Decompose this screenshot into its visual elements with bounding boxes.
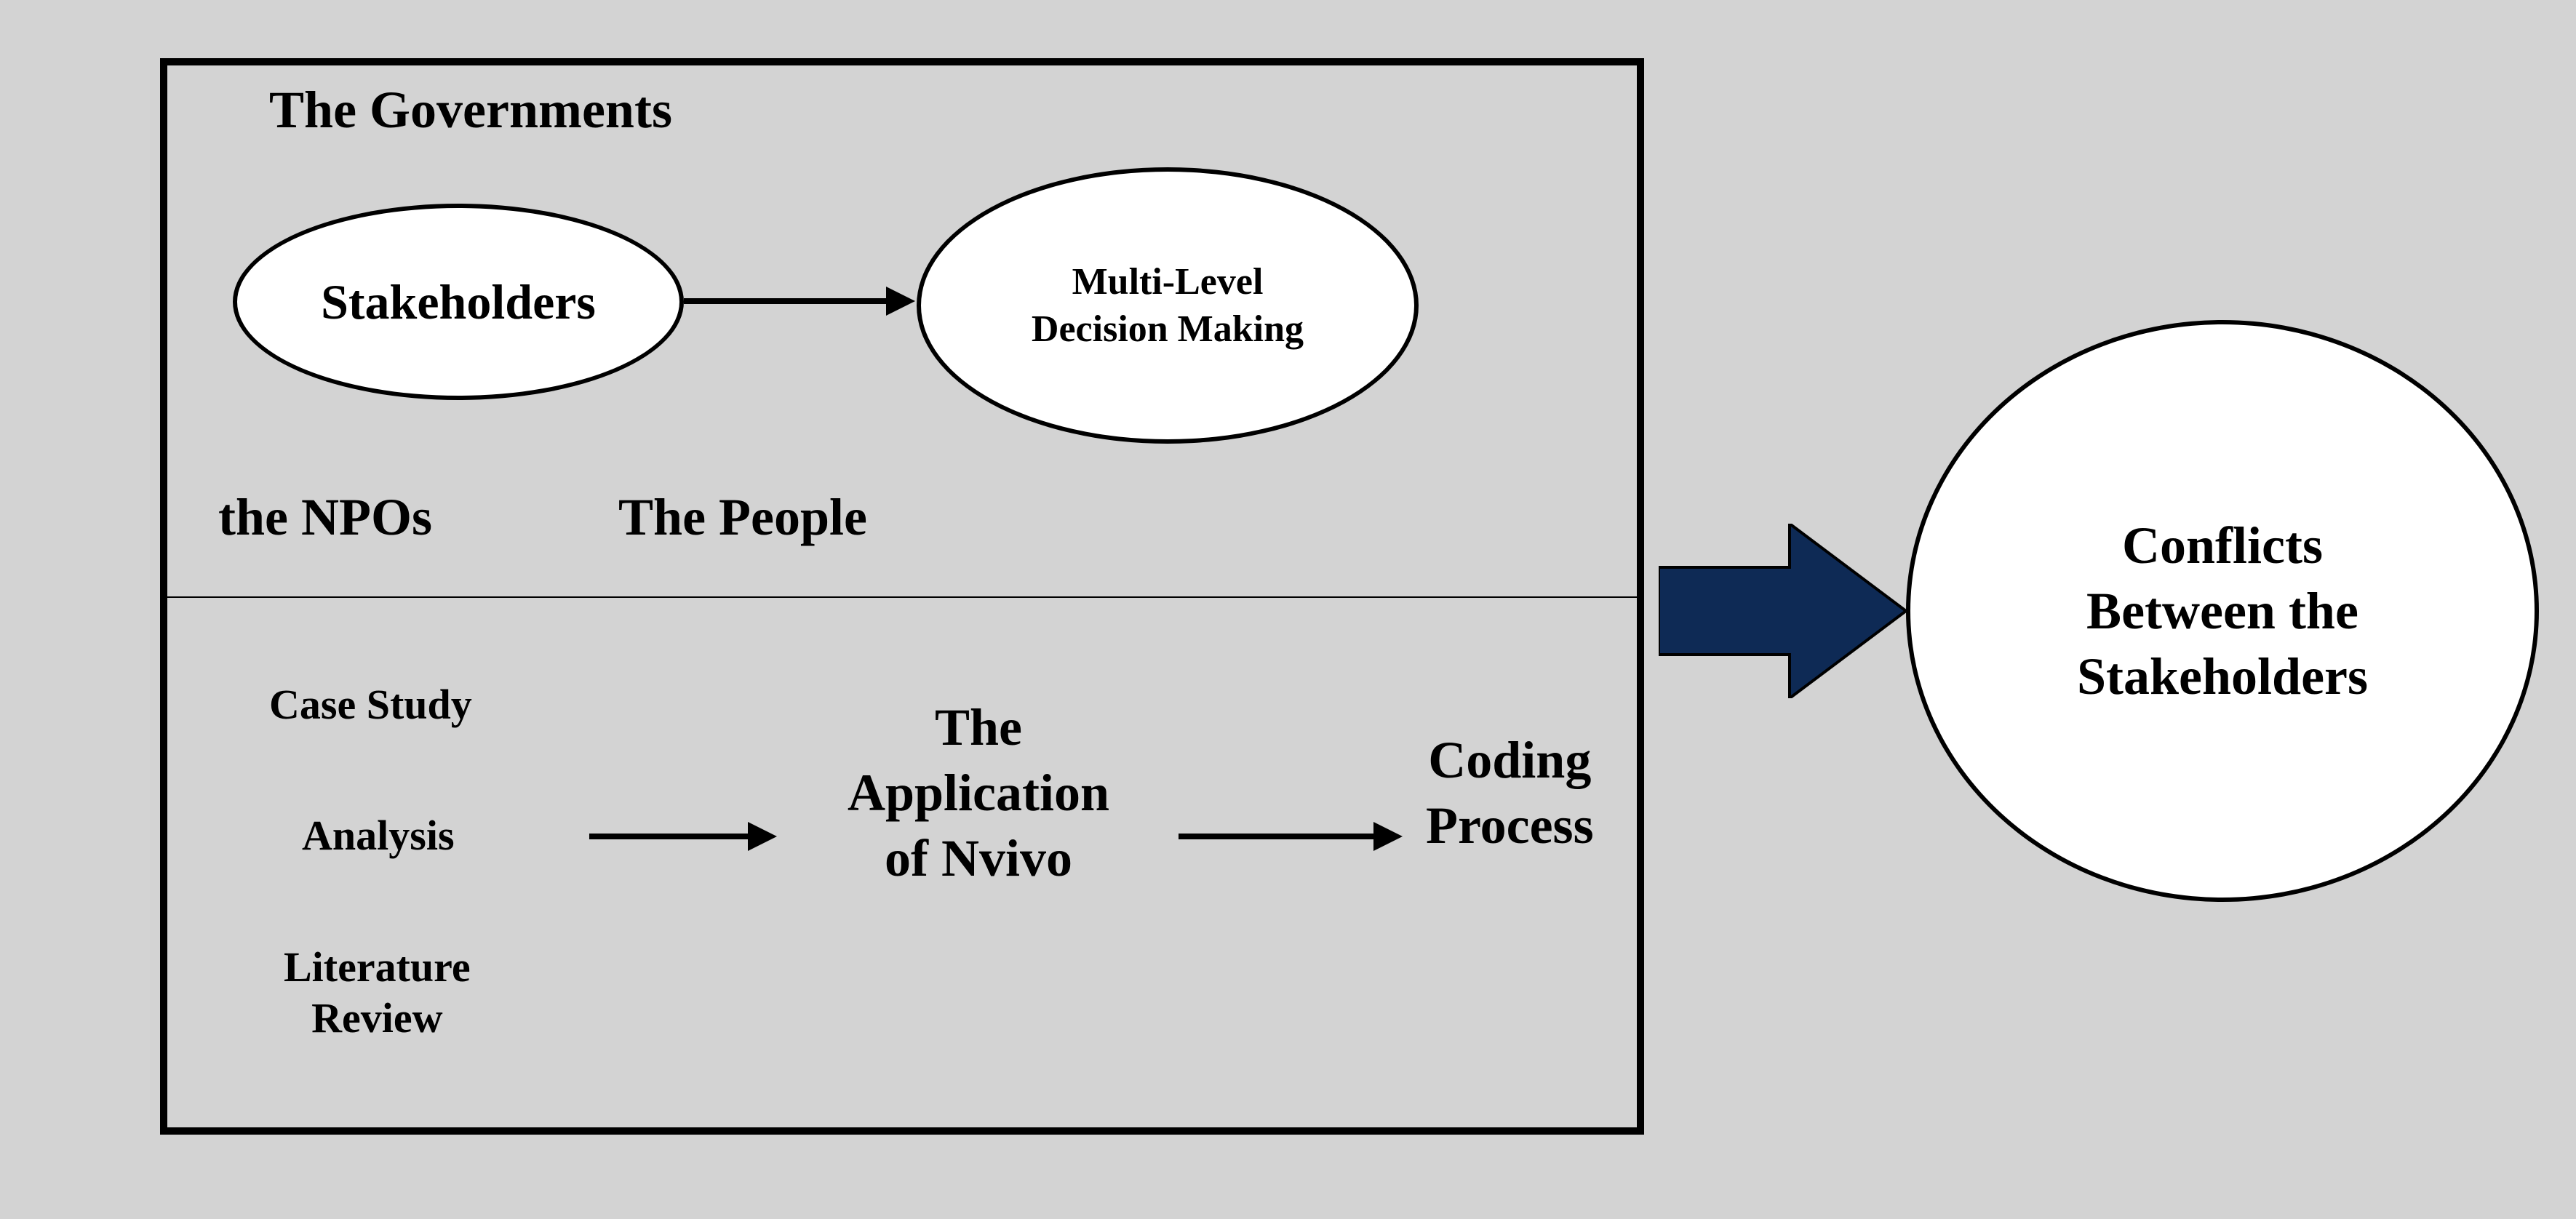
- ellipse-multilevel: Multi-Level Decision Making: [917, 167, 1419, 444]
- ellipse-conflicts-text: Conflicts Between the Stakeholders: [2077, 513, 2368, 709]
- arrow-nvivo-to-coding-head: [1373, 822, 1403, 851]
- label-lit-review: Literature Review: [284, 942, 471, 1043]
- arrow-nvivo-to-coding-line: [1179, 834, 1373, 839]
- label-people: The People: [618, 487, 867, 548]
- label-npos: the NPOs: [218, 487, 432, 548]
- ellipse-multilevel-text: Multi-Level Decision Making: [1032, 258, 1304, 353]
- label-governments: The Governments: [269, 80, 672, 140]
- arrow-stake-to-multi-line: [684, 298, 886, 304]
- label-coding: Coding Process: [1426, 727, 1594, 858]
- arrow-inputs-to-nvivo-line: [589, 834, 748, 839]
- block-arrow-icon: [1659, 524, 1906, 698]
- label-analysis: Analysis: [302, 811, 455, 860]
- label-nvivo: The Application of Nvivo: [815, 695, 1142, 891]
- ellipse-stakeholders-text: Stakeholders: [321, 273, 596, 331]
- arrow-inputs-to-nvivo-head: [748, 822, 777, 851]
- label-case-study: Case Study: [269, 680, 472, 729]
- ellipse-stakeholders: Stakeholders: [233, 204, 684, 400]
- ellipse-conflicts: Conflicts Between the Stakeholders: [1906, 320, 2539, 902]
- arrow-stake-to-multi-head: [886, 287, 915, 316]
- divider-line: [160, 596, 1644, 598]
